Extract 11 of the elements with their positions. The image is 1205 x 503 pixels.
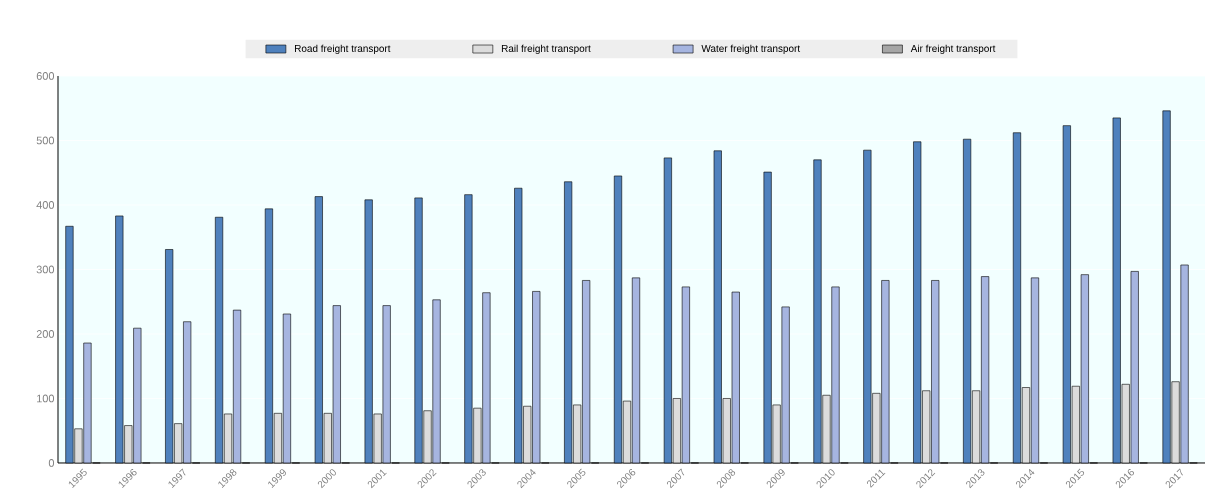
legend-label: Rail freight transport (501, 44, 591, 54)
y-tick-label: 600 (36, 72, 55, 80)
legend-label: Water freight transport (701, 44, 801, 54)
y-tick-label: 0 (48, 459, 55, 467)
y-tick-label: 100 (37, 394, 55, 403)
y-tick-label: 200 (36, 330, 55, 338)
legend-label: Air freight transport (910, 44, 996, 54)
y-tick-label: 500 (36, 136, 55, 145)
legend-label: Road freight transport (294, 44, 391, 54)
y-tick-label: 300 (36, 265, 55, 274)
y-tick-label: 400 (36, 201, 55, 209)
